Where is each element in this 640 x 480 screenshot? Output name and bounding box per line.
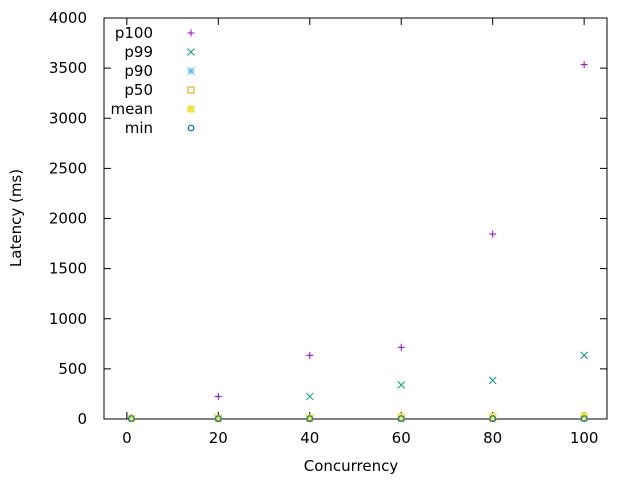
x-tick-label: 40 bbox=[300, 429, 319, 447]
y-tick-label: 2500 bbox=[49, 159, 87, 177]
point-min bbox=[306, 415, 314, 422]
x-axis-label: Concurrency bbox=[304, 457, 399, 475]
y-tick-label: 2000 bbox=[49, 210, 87, 228]
y-tick-label: 1000 bbox=[49, 310, 87, 328]
y-tick-label: 3000 bbox=[49, 109, 87, 127]
point-p100 bbox=[214, 392, 222, 400]
point-min bbox=[489, 415, 497, 422]
legend-label-p99: p99 bbox=[124, 43, 153, 61]
legend-marker-mean bbox=[187, 105, 195, 113]
x-tick-label: 80 bbox=[483, 429, 502, 447]
axis-ticks bbox=[104, 17, 607, 420]
point-p99 bbox=[488, 376, 497, 385]
legend-marker-min bbox=[187, 124, 195, 132]
point-min bbox=[580, 415, 588, 422]
point-min bbox=[397, 415, 405, 422]
plot-frame bbox=[103, 17, 608, 420]
x-tick-label: 60 bbox=[392, 429, 411, 447]
y-tick-label: 3500 bbox=[49, 59, 87, 77]
data-points bbox=[127, 61, 588, 423]
legend-marker-p90 bbox=[187, 67, 195, 75]
y-axis-label: Latency (ms) bbox=[7, 169, 25, 267]
legend-marker-p99 bbox=[187, 48, 195, 56]
legend-marker-p100 bbox=[187, 29, 195, 37]
legend-marker-p50 bbox=[187, 86, 195, 94]
point-mean bbox=[489, 413, 497, 421]
point-p100 bbox=[306, 351, 314, 359]
point-p99 bbox=[397, 381, 406, 389]
point-p100 bbox=[489, 230, 497, 238]
point-p99 bbox=[305, 392, 314, 401]
x-tick-label: 0 bbox=[122, 429, 132, 447]
y-tick-label: 500 bbox=[58, 360, 87, 378]
point-mean bbox=[397, 413, 405, 421]
point-p99 bbox=[580, 351, 588, 360]
point-min bbox=[214, 415, 222, 422]
axis-tick-labels: 0 20 40 60 80 1000500100015002000250030003500… bbox=[49, 9, 599, 447]
legend-label-p100: p100 bbox=[115, 24, 153, 42]
point-p100 bbox=[397, 343, 405, 351]
legend-label-p50: p50 bbox=[124, 81, 153, 99]
x-tick-label: 20 bbox=[209, 429, 228, 447]
y-tick-label: 1500 bbox=[49, 260, 87, 278]
y-tick-label: 4000 bbox=[49, 9, 87, 27]
point-p100 bbox=[580, 61, 588, 69]
legend-label-mean: mean bbox=[110, 100, 153, 118]
x-tick-label: 100 bbox=[570, 429, 599, 447]
legend-label-min: min bbox=[125, 119, 153, 137]
point-min bbox=[128, 415, 135, 422]
y-tick-label: 0 bbox=[77, 410, 87, 428]
legend-label-p90: p90 bbox=[124, 62, 153, 80]
